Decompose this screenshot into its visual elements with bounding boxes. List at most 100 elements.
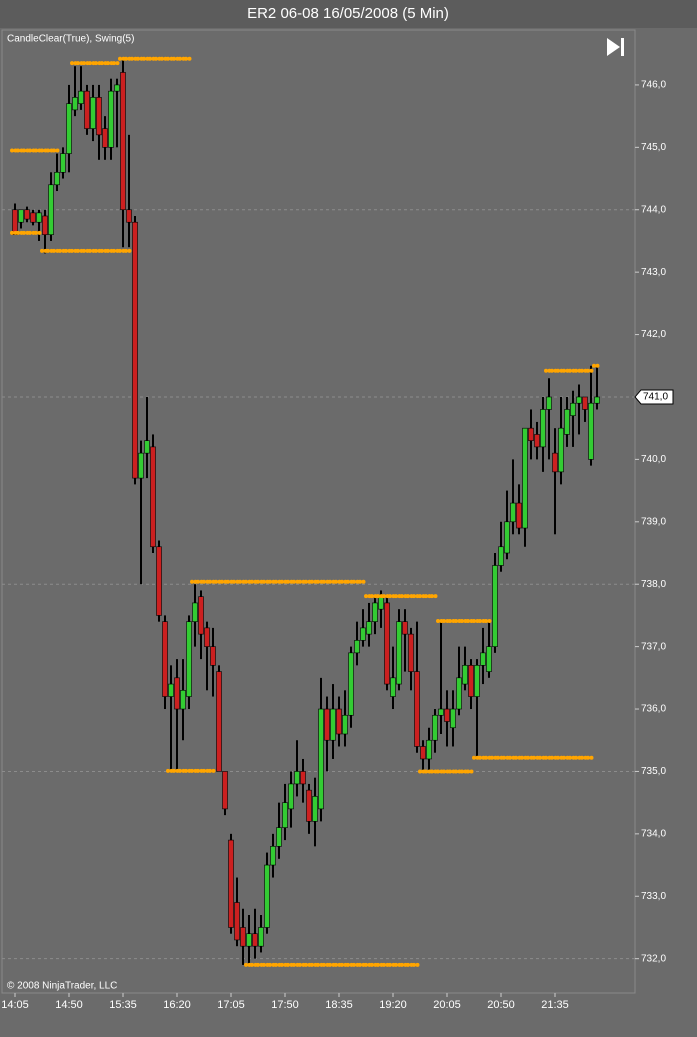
candle-body (576, 396, 582, 404)
candle-body (456, 677, 462, 710)
candle-body (486, 646, 492, 672)
candle-body (90, 97, 96, 129)
candle-body (546, 396, 552, 410)
candle-body (24, 209, 30, 220)
candle-body (54, 171, 60, 186)
candle-body (450, 708, 456, 729)
y-tick-label: 734,0 (641, 828, 666, 839)
candle-body (60, 153, 66, 173)
candle-body (384, 602, 390, 685)
candle-body (240, 927, 246, 947)
x-tick-label: 14:50 (55, 999, 83, 1011)
candle-body (480, 652, 486, 666)
y-tick-label: 738,0 (641, 579, 666, 590)
candle-body (174, 677, 180, 710)
candle-body (378, 596, 384, 610)
candle-body (210, 646, 216, 666)
copyright: © 2008 NinjaTrader, LLC (7, 981, 117, 992)
candle-body (342, 714, 348, 735)
candle-body (360, 627, 366, 641)
candle-body (420, 746, 426, 760)
candle-body (552, 452, 558, 473)
indicator-label: CandleClear(True), Swing(5) (7, 34, 134, 45)
candle-body (282, 802, 288, 828)
end-bar-icon[interactable] (621, 38, 624, 56)
candle-body (444, 708, 450, 722)
y-tick-label: 742,0 (641, 329, 666, 340)
candle-body (42, 215, 48, 236)
x-tick-label: 18:35 (325, 999, 353, 1011)
candle-body (84, 90, 90, 129)
candle-body (588, 402, 594, 460)
candle-body (198, 596, 204, 635)
candle-body (294, 771, 300, 785)
candle-body (120, 72, 126, 211)
candle-body (510, 502, 516, 523)
scroll-end-button[interactable] (607, 38, 624, 56)
candle-body (114, 84, 120, 92)
y-tick-label: 737,0 (641, 641, 666, 652)
candle-body (204, 627, 210, 647)
candle-body (78, 90, 84, 104)
candle-body (264, 864, 270, 928)
candle-body (234, 902, 240, 941)
y-tick-label: 740,0 (641, 454, 666, 465)
y-tick-label: 745,0 (641, 142, 666, 153)
candle-body (474, 665, 480, 697)
candle-body (72, 97, 78, 111)
x-tick-label: 21:35 (541, 999, 569, 1011)
candle-body (402, 621, 408, 635)
candle-body (138, 452, 144, 479)
play-icon[interactable] (607, 38, 620, 56)
candle-body (528, 427, 534, 441)
y-tick-label: 732,0 (641, 953, 666, 964)
candle-body (354, 640, 360, 654)
candle-body (504, 521, 510, 554)
y-tick-label: 746,0 (641, 80, 666, 91)
candle-body (312, 796, 318, 822)
candle-body (390, 677, 396, 697)
candle-body (222, 771, 228, 810)
candle-body (102, 128, 108, 148)
plot-frame (1, 29, 636, 994)
candle-body (534, 434, 540, 448)
candle-body (96, 97, 102, 136)
x-tick-label: 17:50 (271, 999, 299, 1011)
x-tick-label: 15:35 (109, 999, 137, 1011)
candle-body (48, 184, 54, 236)
candle-body (144, 440, 150, 454)
candle-body (270, 846, 276, 866)
candle-body (396, 621, 402, 685)
candle-body (192, 602, 198, 622)
candle-body (252, 933, 258, 947)
y-tick-label: 735,0 (641, 766, 666, 777)
candle-body (348, 652, 354, 716)
chart-title: ER2 06-08 16/05/2008 (5 Min) (247, 5, 449, 22)
candle-body (228, 839, 234, 928)
x-tick-label: 17:05 (217, 999, 245, 1011)
candle-body (276, 827, 282, 847)
candle-body (594, 396, 600, 404)
title-bar (0, 0, 697, 28)
y-tick-label: 733,0 (641, 891, 666, 902)
candle-body (492, 565, 498, 647)
candle-body (564, 409, 570, 435)
candle-body (216, 671, 222, 772)
candle-body (558, 427, 564, 473)
candle-body (18, 209, 24, 223)
candle-body (516, 502, 522, 529)
candle-body (300, 771, 306, 785)
candle-body (366, 621, 372, 635)
candle-body (408, 633, 414, 672)
candle-body (324, 708, 330, 741)
candle-body (426, 739, 432, 760)
candle-body (468, 665, 474, 697)
candle-body (330, 708, 336, 741)
candle-body (168, 683, 174, 697)
x-tick-label: 16:20 (163, 999, 191, 1011)
y-tick-label: 736,0 (641, 704, 666, 715)
y-tick-label: 743,0 (641, 267, 666, 278)
candle-body (126, 209, 132, 223)
